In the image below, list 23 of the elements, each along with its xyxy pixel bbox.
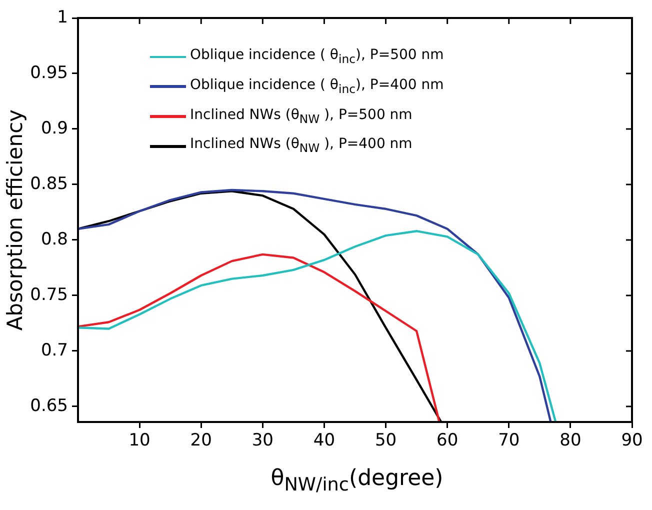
x-tick-label: 50: [374, 430, 397, 451]
x-tick-label: 70: [498, 430, 520, 451]
legend-label: Oblique incidence ( θ$_{inc}$), P=400 nm: [190, 76, 444, 98]
legend-label: Oblique incidence ( θ$_{inc}$), P=500 nm: [190, 46, 444, 68]
y-tick-label: 0.9: [40, 118, 68, 138]
x-tick-label: 90: [621, 430, 643, 451]
y-tick-label: 0.75: [30, 284, 68, 305]
x-tick-label: 10: [128, 430, 150, 451]
y-tick-label: 0.7: [40, 340, 68, 360]
x-tick-label: 80: [560, 430, 582, 451]
x-tick-label: 20: [190, 430, 212, 451]
y-tick-label: 0.85: [30, 174, 68, 194]
y-axis-title: Absorption efficiency: [3, 109, 28, 331]
y-tick-label: 1: [57, 7, 68, 28]
y-tick-label: 0.65: [30, 396, 68, 416]
x-tick-label: 60: [436, 430, 458, 451]
legend-label: Inclined NWs (θ$_{NW}$ ), P=500 nm: [190, 106, 412, 128]
x-axis-title: θ$_{NW/inc}$(degree): [270, 466, 444, 496]
y-tick-label: 0.95: [30, 62, 68, 83]
x-tick-label: 40: [313, 430, 336, 451]
y-tick-label: 0.8: [40, 229, 68, 250]
legend-label: Inclined NWs (θ$_{NW}$ ), P=400 nm: [190, 135, 412, 158]
x-tick-label: 30: [252, 430, 274, 451]
